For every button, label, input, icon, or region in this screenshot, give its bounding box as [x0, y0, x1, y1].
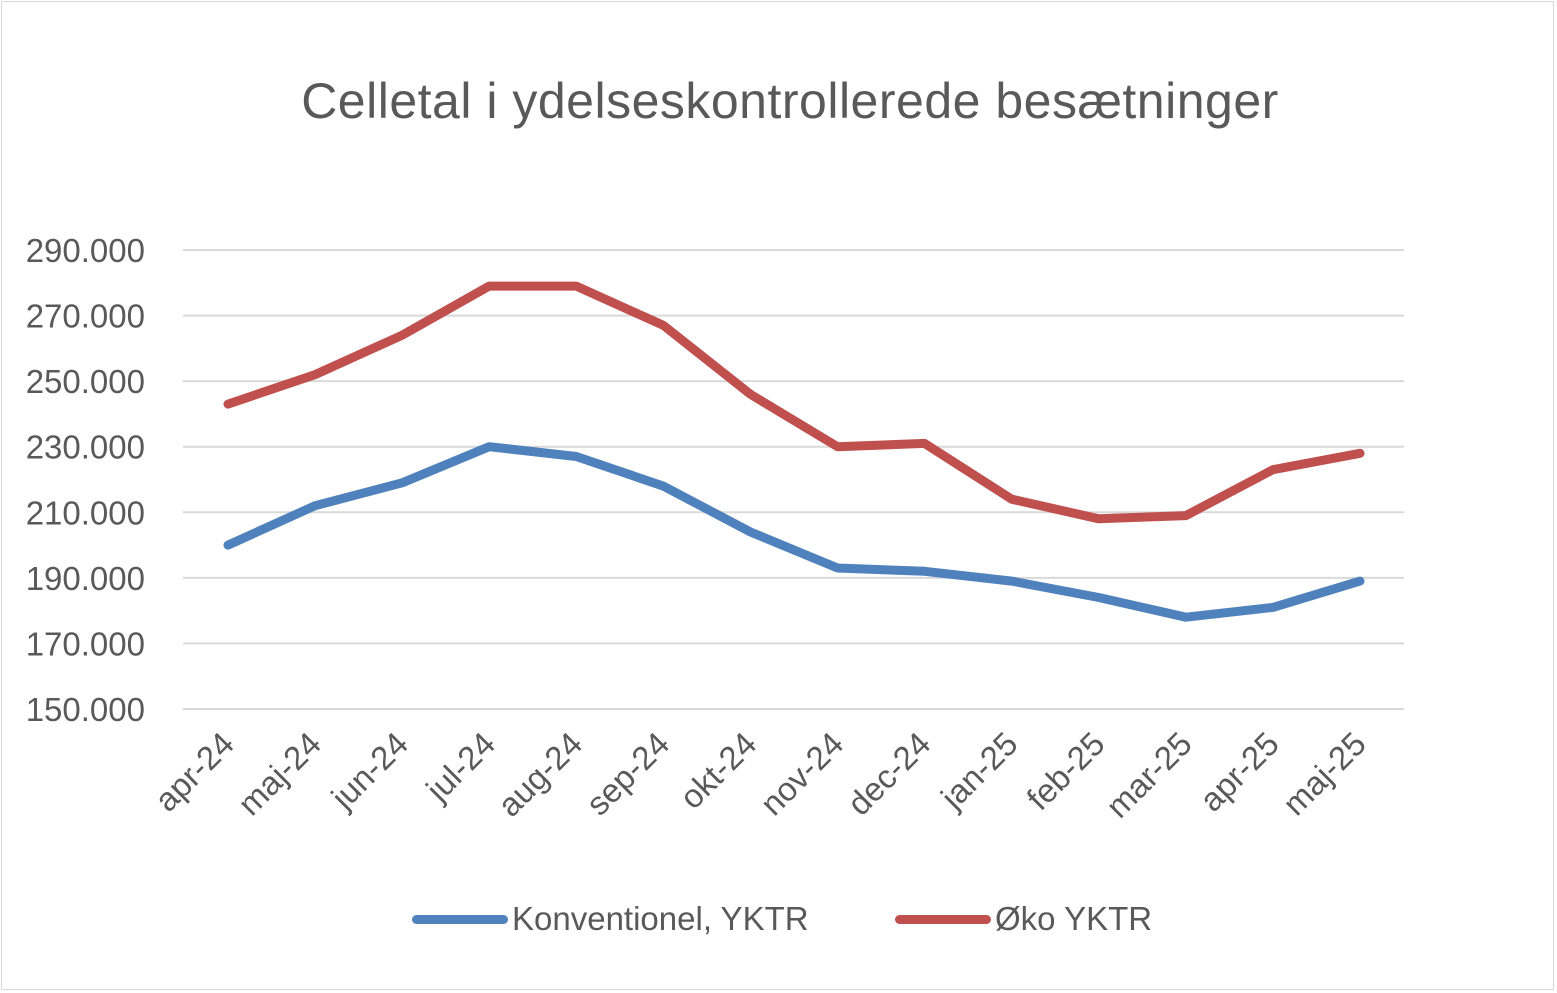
x-tick-label: dec-24 — [840, 725, 938, 823]
y-tick-label: 230.000 — [26, 429, 145, 466]
x-tick-label: aug-24 — [490, 725, 589, 824]
y-tick-label: 170.000 — [26, 625, 145, 662]
x-tick-label: maj-25 — [1275, 725, 1372, 822]
legend-swatch-konventionel — [412, 914, 508, 924]
legend-label-oko: Øko YKTR — [995, 900, 1153, 937]
y-tick-label: 290.000 — [26, 232, 145, 269]
y-tick-label: 210.000 — [26, 494, 145, 531]
x-tick-label: maj-24 — [231, 725, 328, 822]
x-tick-label: mar-25 — [1099, 725, 1199, 825]
legend-swatch-oko — [895, 914, 991, 924]
legend-label-konventionel: Konventionel, YKTR — [512, 900, 809, 937]
x-tick-label: apr-25 — [1192, 725, 1286, 819]
series-line-oko — [223, 281, 1365, 524]
legend-item-oko: Øko YKTR — [895, 900, 1152, 938]
y-tick-label: 270.000 — [26, 298, 145, 335]
x-tick-label: jan-25 — [933, 725, 1025, 817]
x-tick-label: jul-24 — [418, 725, 502, 809]
x-tick-label: feb-25 — [1019, 725, 1111, 817]
x-tick-label: apr-24 — [147, 725, 241, 819]
y-tick-label: 190.000 — [26, 560, 145, 597]
x-tick-label: jun-24 — [323, 725, 415, 817]
y-tick-label: 150.000 — [26, 691, 145, 728]
legend-item-konventionel: Konventionel, YKTR — [412, 900, 809, 938]
x-tick-label: nov-24 — [753, 725, 851, 823]
x-tick-label: sep-24 — [579, 725, 677, 823]
series-line-konventionel — [223, 442, 1365, 622]
legend: Konventionel, YKTR Øko YKTR — [0, 900, 1557, 950]
y-tick-label: 250.000 — [26, 363, 145, 400]
chart-title: Celletal i ydelseskontrollerede besætnin… — [301, 73, 1279, 129]
x-tick-label: okt-24 — [672, 725, 763, 816]
